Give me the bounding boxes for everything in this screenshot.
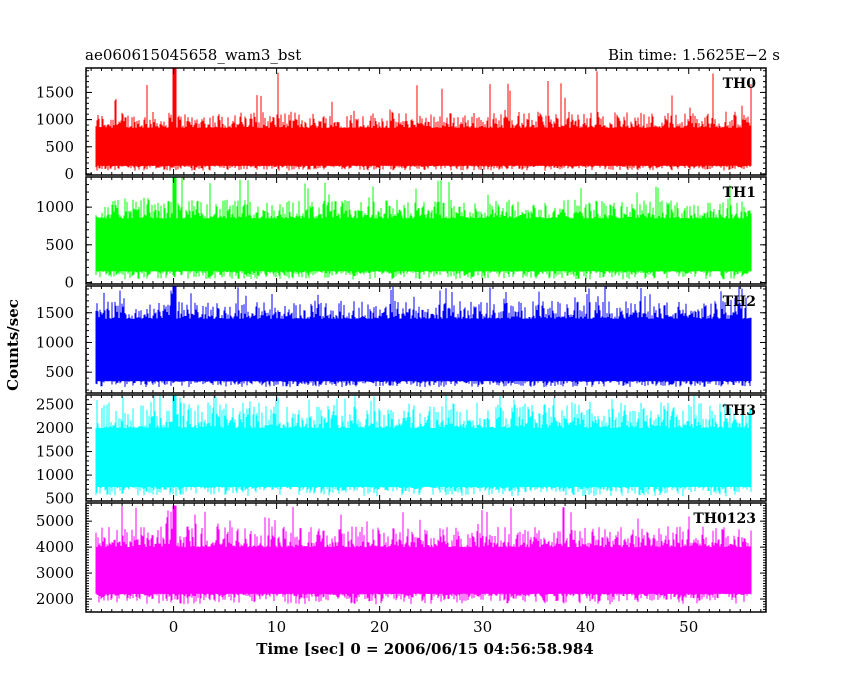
series-th0123 [95,505,752,605]
panel-frame [85,394,767,502]
panel-label: TH2 [723,294,756,310]
panels-group: 0 500 1000 1500 TH0 0 500 1000 TH1 500 1000 1500 TH2… [36,67,767,613]
y-tick-label: 0 [64,273,74,291]
panel-th0123: 2000 3000 4000 5000 TH0123 [36,502,767,613]
chart-title-left: ae060615045658_wam3_bst [85,46,301,64]
x-tick-label: 0 [169,618,179,636]
series-th0 [95,68,752,171]
y-tick-label: 1000 [36,111,74,129]
panel-frame [85,176,767,285]
y-tick-label: 5000 [36,512,74,530]
y-tick-label: 2000 [36,419,74,437]
y-tick-label: 500 [45,138,74,156]
panel-label: TH0123 [693,511,756,527]
y-tick-label: 3000 [36,564,74,582]
series-th1 [95,177,752,280]
y-tick-label: 1000 [36,333,74,351]
y-tick-label: 500 [45,236,74,254]
panel-frame [85,285,767,394]
y-tick-label: 4000 [36,538,74,556]
chart-title-right: Bin time: 1.5625E−2 s [608,46,780,64]
y-tick-label: 2000 [36,590,74,608]
y-tick-label: 0 [64,165,74,183]
x-tick-label: 40 [576,618,595,636]
panel-frame [85,67,767,176]
y-tick-label: 500 [45,363,74,381]
panel-label: TH0 [723,76,757,92]
y-tick-label: 1500 [36,304,74,322]
y-tick-label: 1000 [36,198,74,216]
series-path [95,286,752,387]
series-path [95,177,752,280]
series-th3 [95,395,752,497]
y-tick-label: 1500 [36,443,74,461]
y-tick-label: 1000 [36,466,74,484]
series-path [95,505,752,605]
x-axis-title: Time [sec] 0 = 2006/06/15 04:56:58.984 [256,640,593,658]
panel-th2: 500 1000 1500 TH2 [36,285,767,394]
series-th2 [95,286,752,387]
y-axis-title: Counts/sec [4,299,22,391]
x-tick-label: 10 [267,618,286,636]
x-tick-label: 50 [679,618,698,636]
y-tick-label: 1500 [36,83,74,101]
series-path [95,395,752,497]
y-tick-label: 500 [45,490,74,508]
x-tick-label: 20 [370,618,389,636]
panel-th3: 500 1000 1500 2000 2500 TH3 [36,394,767,508]
panel-th1: 0 500 1000 TH1 [36,176,767,291]
series-path [95,68,752,171]
panel-label: TH1 [723,185,756,201]
y-tick-label: 2500 [36,395,74,413]
x-axis-ticks: 0 10 20 30 40 50 [169,618,698,636]
x-tick-label: 30 [473,618,492,636]
panel-th0: 0 500 1000 1500 TH0 [36,67,767,183]
panel-label: TH3 [723,403,756,419]
